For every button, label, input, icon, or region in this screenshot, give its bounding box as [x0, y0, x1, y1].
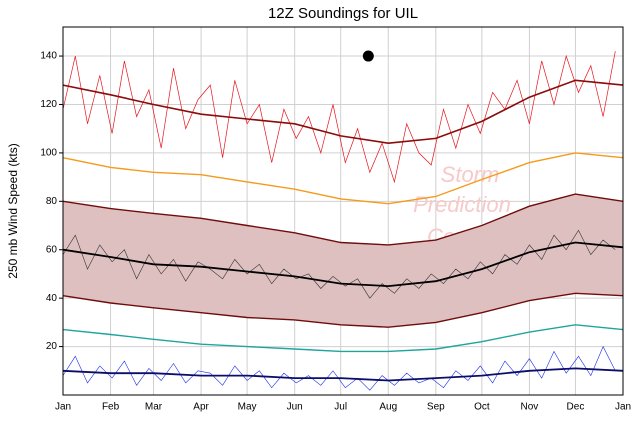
observation-point — [362, 50, 374, 62]
series-line — [62, 367, 624, 382]
y-tick-label: 60 — [46, 244, 58, 255]
series-line — [62, 345, 616, 391]
chart-title: 12Z Soundings for UIL — [268, 5, 418, 22]
plot-border — [62, 26, 624, 396]
y-axis-label: 250 mb Wind Speed (kts) — [6, 143, 20, 278]
series-line — [62, 292, 624, 328]
series-line — [62, 152, 624, 205]
x-tick-label: Jan — [615, 402, 631, 413]
plot-area: StormPredictionCenterNorman, Oklahoma — [62, 27, 624, 395]
watermark: Prediction — [413, 192, 511, 217]
x-tick-label: May — [238, 402, 257, 413]
x-tick-label: Jan — [55, 402, 71, 413]
y-tick-label: 120 — [40, 99, 57, 110]
x-tick-label: Sep — [427, 402, 445, 413]
y-tick-label: 140 — [40, 51, 57, 62]
y-tick-label: 80 — [46, 196, 58, 207]
x-tick-label: Aug — [379, 402, 397, 413]
x-tick-label: Jul — [334, 402, 347, 413]
y-tick-label: 20 — [46, 341, 58, 352]
x-tick-label: Mar — [145, 402, 163, 413]
percentile-band — [63, 194, 623, 328]
x-tick-label: Apr — [193, 402, 209, 413]
x-tick-label: Jun — [287, 402, 303, 413]
series-line — [62, 241, 624, 288]
x-tick-label: Dec — [567, 402, 585, 413]
x-tick-label: Nov — [521, 402, 539, 413]
x-tick-label: Feb — [102, 402, 120, 413]
y-tick-label: 40 — [46, 293, 58, 304]
series-line — [62, 79, 624, 145]
series-line — [62, 324, 624, 353]
series-line — [62, 193, 624, 246]
y-tick-label: 100 — [40, 148, 57, 159]
series-line — [62, 51, 616, 184]
x-tick-label: Oct — [474, 402, 490, 413]
watermark: Storm — [441, 162, 500, 187]
